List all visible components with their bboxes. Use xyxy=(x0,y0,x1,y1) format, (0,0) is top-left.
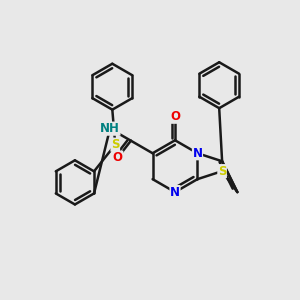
Text: O: O xyxy=(170,110,180,123)
Text: NH: NH xyxy=(100,122,120,135)
Text: S: S xyxy=(111,138,119,151)
Text: O: O xyxy=(113,151,123,164)
Text: S: S xyxy=(218,165,226,178)
Text: N: N xyxy=(193,147,202,160)
Text: N: N xyxy=(170,186,180,199)
